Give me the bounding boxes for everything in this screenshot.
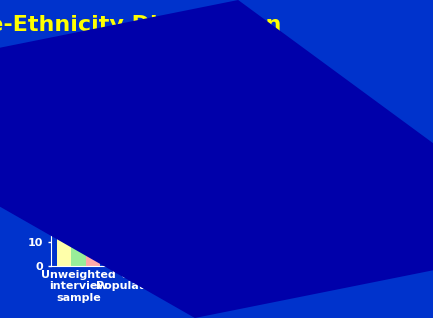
Bar [109,247,123,266]
Bar [123,238,137,266]
Legend: Mexican
American, Non-Hispanic
Black, Non-Hispanic
White/Other: Mexican American, Non-Hispanic Black, No… [181,47,284,133]
Title: Race-Ethnicity Distribution: Race-Ethnicity Distribution [0,15,281,35]
Bar [137,82,151,266]
Bar [86,155,100,266]
Bar [57,202,71,266]
Y-axis label: Percent: Percent [15,133,25,175]
Bar [71,209,86,266]
